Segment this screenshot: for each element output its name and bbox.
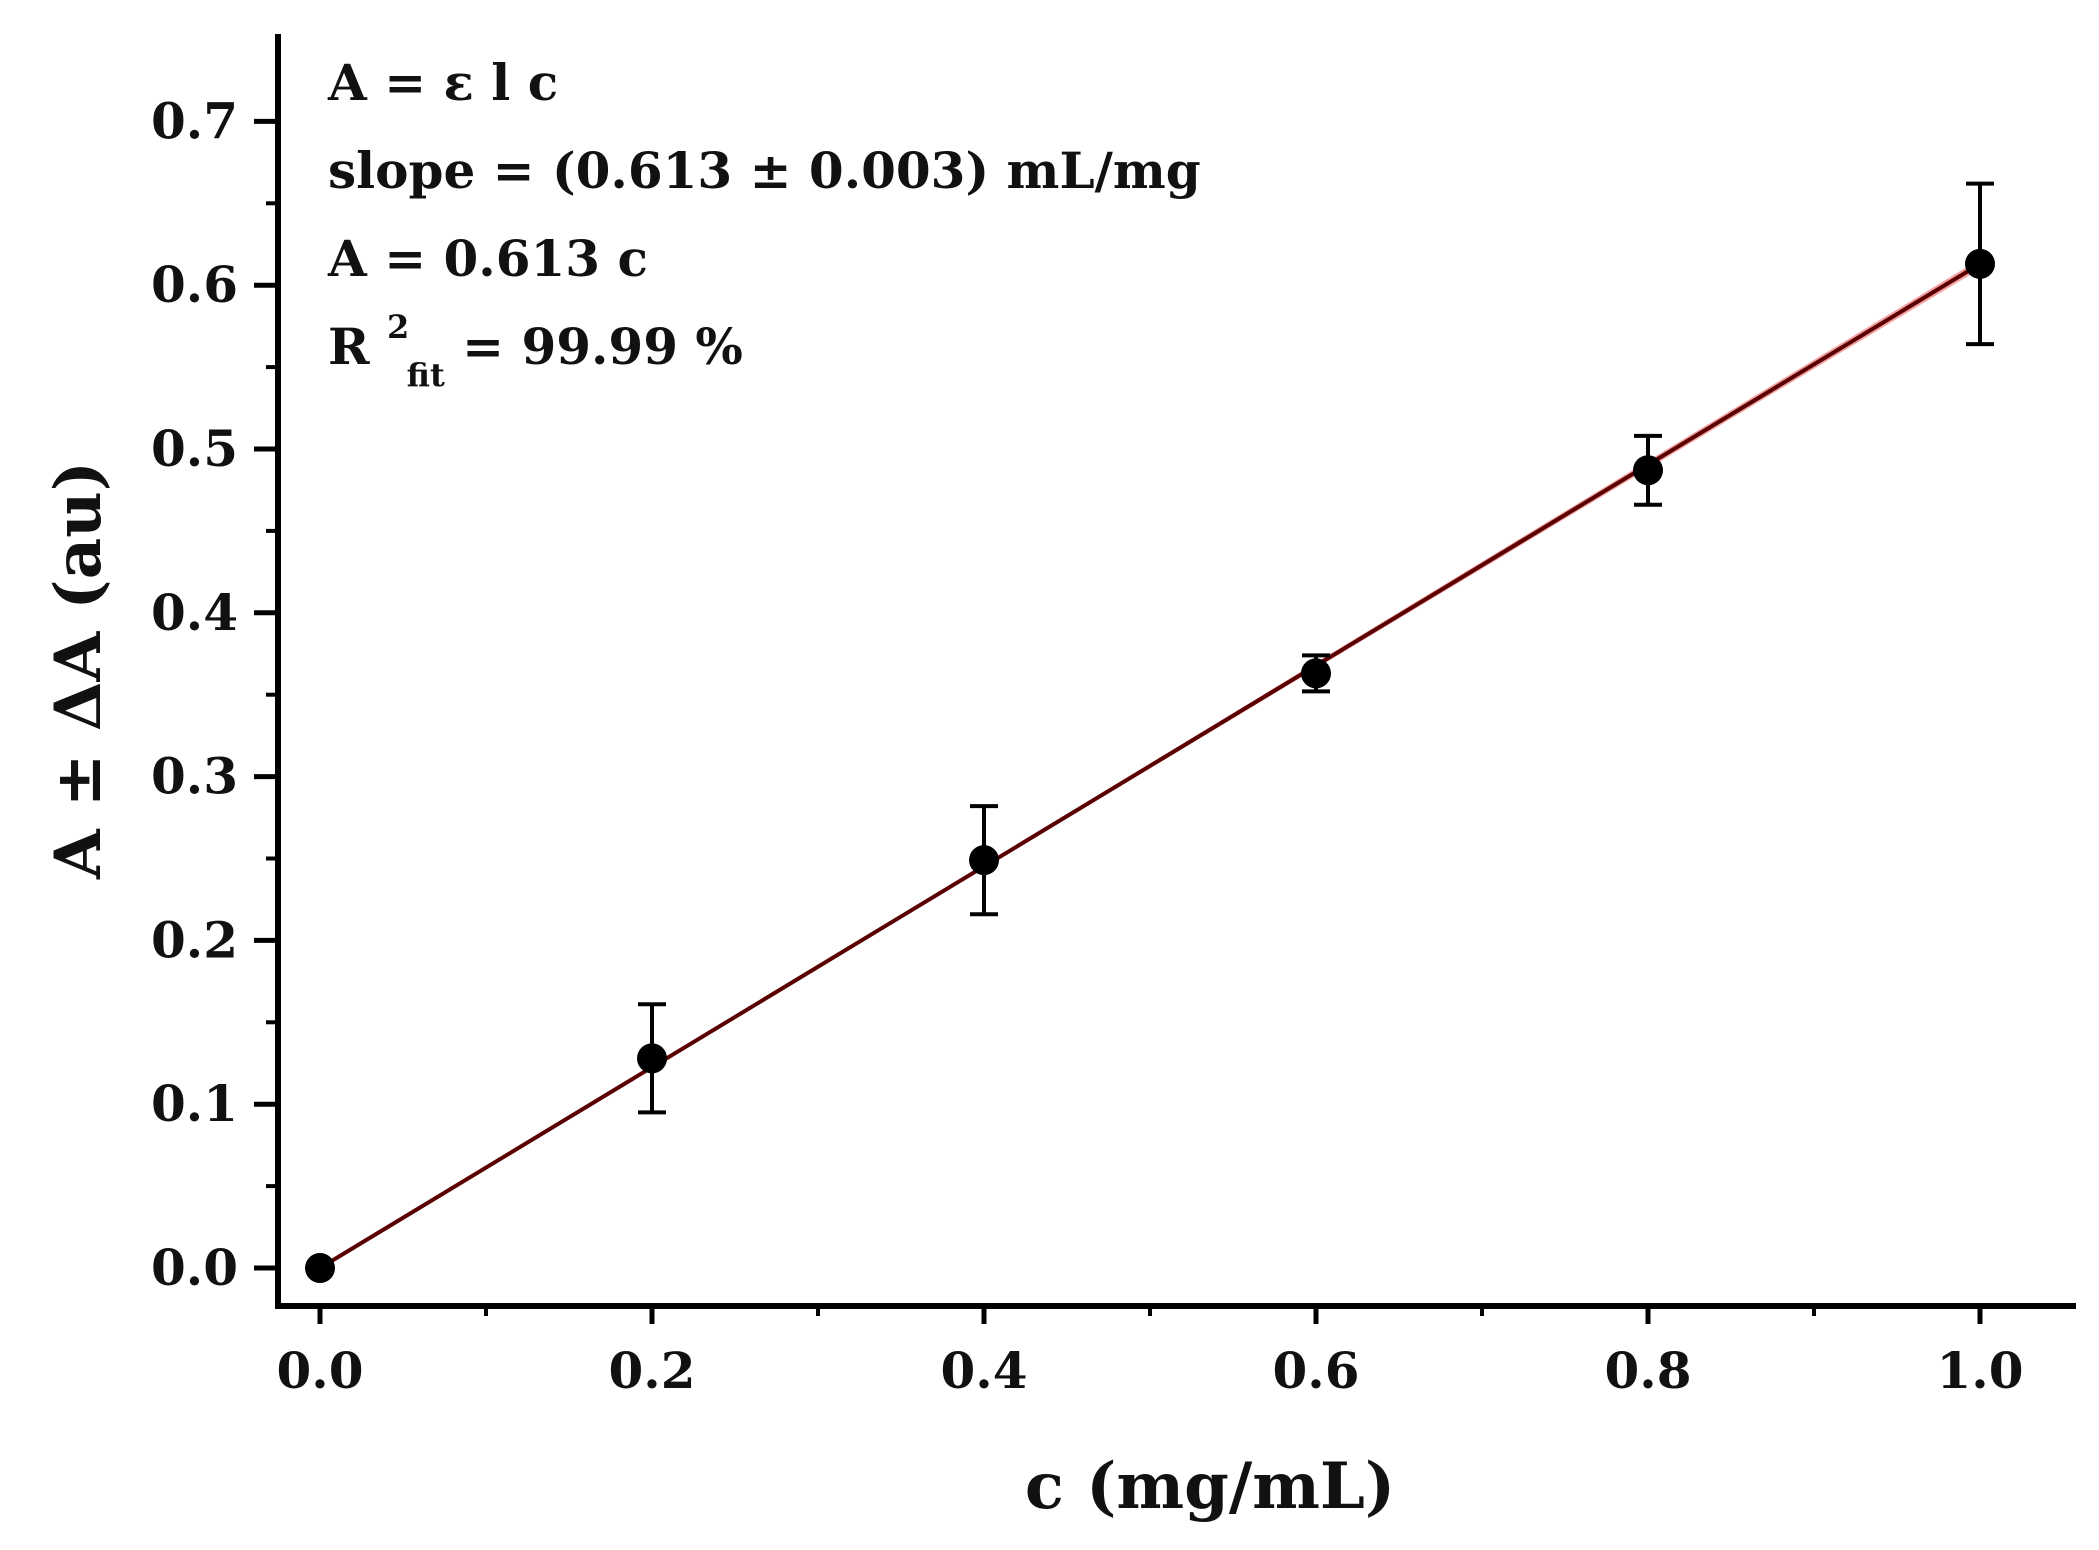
y-tick-label: 0.0 <box>151 1238 238 1297</box>
ticks-layer <box>254 118 1983 1324</box>
x-tick-label: 0.4 <box>941 1341 1028 1400</box>
y-axis-title: A ± ΔA (au) <box>41 461 116 880</box>
y-tick-label: 0.5 <box>151 419 238 478</box>
x-tick-label: 0.0 <box>277 1341 364 1400</box>
data-point <box>1633 455 1663 486</box>
r2-sub: fit <box>407 356 445 394</box>
fit-layer <box>318 258 1982 1270</box>
axes-layer <box>275 34 2076 1309</box>
y-tick-label: 0.6 <box>151 255 238 314</box>
data-point <box>1965 248 1995 279</box>
x-axis-title: c (mg/mL) <box>1025 1449 1395 1524</box>
r2-sup: 2 <box>387 308 409 346</box>
y-tick-label: 0.7 <box>151 91 238 150</box>
y-tick-label: 0.1 <box>151 1074 238 1133</box>
data-point <box>637 1043 667 1074</box>
annotation-equation: A = ε l c <box>327 53 558 112</box>
point-layer <box>305 248 1995 1283</box>
data-point <box>1301 658 1331 689</box>
y-tick-label: 0.3 <box>151 747 238 806</box>
annotation-box: A = ε l c slope = (0.613 ± 0.003) mL/mg … <box>327 53 1201 398</box>
data-point <box>969 845 999 876</box>
x-tick-label: 0.6 <box>1273 1341 1360 1400</box>
data-point <box>305 1253 335 1283</box>
fit-line <box>318 262 1982 1270</box>
annotation-fit: A = 0.613 c <box>327 229 648 288</box>
annotation-slope: slope = (0.613 ± 0.003) mL/mg <box>328 141 1201 200</box>
y-tick-label: 0.2 <box>151 910 238 969</box>
fit-confidence-band <box>320 258 1980 1268</box>
x-tick-label: 1.0 <box>1937 1341 2024 1400</box>
y-tick-label: 0.4 <box>151 583 238 642</box>
x-tick-label: 0.2 <box>609 1341 696 1400</box>
r2-value: = 99.99 % <box>462 317 743 376</box>
r2-base: R <box>328 317 370 376</box>
x-tick-label: 0.8 <box>1605 1341 1692 1400</box>
tick-label-layer: 0.0 0.2 0.4 0.6 0.8 1.0 0.0 0.1 0.2 0.3 0.4 0.5 0.6 0… <box>151 91 2024 1400</box>
annotation-r2: R 2 fit = 99.99 % <box>328 291 743 398</box>
errorbar-layer <box>638 181 1994 1115</box>
